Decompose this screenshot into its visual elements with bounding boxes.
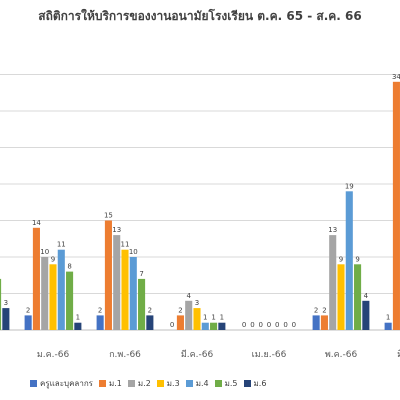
legend-swatch [243, 380, 251, 387]
legend-swatch [185, 380, 193, 387]
data-label: 2 [314, 306, 318, 314]
data-label: 4 [186, 292, 191, 300]
data-label: 10 [40, 248, 49, 256]
legend-item: ม.2 [127, 377, 151, 390]
bar [24, 315, 32, 330]
legend-label: ม.2 [137, 379, 151, 388]
bar [312, 315, 320, 330]
data-label: 34 [392, 73, 400, 81]
legend-label: ม.3 [166, 379, 180, 388]
bar [138, 278, 146, 330]
data-label: 2 [148, 306, 152, 314]
data-label: 0 [275, 321, 279, 329]
data-label: 0 [242, 321, 246, 329]
legend-item: ม.4 [185, 377, 209, 390]
bar [41, 257, 49, 330]
data-label: 15 [104, 212, 113, 220]
bar [345, 191, 353, 330]
bar [362, 300, 370, 330]
legend-item: ครูและบุคลากร [30, 377, 93, 390]
data-label: 1 [211, 314, 215, 322]
legend-swatch [98, 380, 106, 387]
bar [2, 308, 10, 330]
data-label: 2 [178, 306, 182, 314]
data-label: 0 [258, 321, 262, 329]
data-label: 2 [98, 306, 102, 314]
bar [74, 322, 82, 330]
data-label: 3 [4, 299, 8, 307]
data-label: 7 [139, 270, 143, 278]
data-label: 9 [339, 255, 343, 263]
legend-item: ม.1 [98, 377, 122, 390]
data-label: 4 [364, 292, 369, 300]
legend-label: ครูและบุคลากร [40, 379, 93, 388]
bar [121, 249, 129, 330]
data-label: 0 [170, 321, 174, 329]
bar [218, 322, 226, 330]
chart-legend: ครูและบุคลากร ม.1 ม.2 ม.3 ม.4 ม.5 ม.6 [30, 377, 266, 390]
x-tick-label: มิ.ย.-66 [397, 349, 400, 360]
legend-item: ม.3 [156, 377, 180, 390]
bar [337, 264, 345, 330]
bar [176, 315, 184, 330]
bar [329, 235, 337, 330]
bar [66, 271, 74, 330]
x-tick-label: พ.ค.-66 [325, 350, 358, 360]
bar [96, 315, 104, 330]
data-label: 10 [129, 248, 138, 256]
data-label: 9 [355, 255, 359, 263]
data-label: 14 [32, 219, 41, 227]
bar [0, 278, 2, 330]
legend-label: ม.1 [108, 379, 122, 388]
data-label: 0 [292, 321, 296, 329]
data-label: 0 [250, 321, 254, 329]
data-label: 1 [203, 314, 207, 322]
data-label: 13 [328, 226, 337, 234]
legend-label: ม.5 [224, 379, 238, 388]
legend-swatch [30, 380, 37, 387]
x-tick-label: ก.พ.-66 [109, 350, 141, 360]
data-label: 3 [195, 299, 199, 307]
legend-label: ม.6 [253, 379, 267, 388]
legend-swatch [214, 380, 222, 387]
bar [57, 249, 65, 330]
data-label: 11 [121, 241, 130, 249]
bar [193, 308, 201, 330]
legend-item: ม.5 [214, 377, 238, 390]
legend-swatch [127, 380, 135, 387]
bar [185, 300, 193, 330]
legend-swatch [156, 380, 164, 387]
data-label: 2 [322, 306, 326, 314]
data-label: 11 [57, 241, 66, 249]
bar [201, 322, 209, 330]
data-label: 13 [112, 226, 121, 234]
bar [354, 264, 362, 330]
bar [146, 315, 154, 330]
bar [320, 315, 328, 330]
data-label: 1 [76, 314, 80, 322]
bar [129, 257, 137, 330]
bar [32, 227, 40, 330]
x-tick-label: ม.ค.-66 [37, 350, 70, 360]
x-tick-label: มี.ค.-66 [181, 349, 214, 360]
bar [113, 235, 121, 330]
data-label: 0 [283, 321, 287, 329]
bar [384, 322, 392, 330]
legend-item: ม.6 [243, 377, 267, 390]
data-label: 1 [220, 314, 224, 322]
bar [49, 264, 57, 330]
bar [392, 81, 400, 330]
data-label: 0 [267, 321, 271, 329]
legend-label: ม.4 [195, 379, 209, 388]
data-label: 1 [386, 314, 390, 322]
bar [210, 322, 218, 330]
data-label: 9 [51, 255, 55, 263]
chart-title: สถิติการให้บริการของงานอนามัยโรงเรียน ต.… [38, 9, 362, 23]
data-label: 2 [26, 306, 30, 314]
x-tick-label: เม.ย.-66 [252, 350, 287, 360]
data-label: 8 [67, 263, 71, 271]
bar [104, 220, 112, 330]
data-label: 19 [345, 182, 354, 190]
